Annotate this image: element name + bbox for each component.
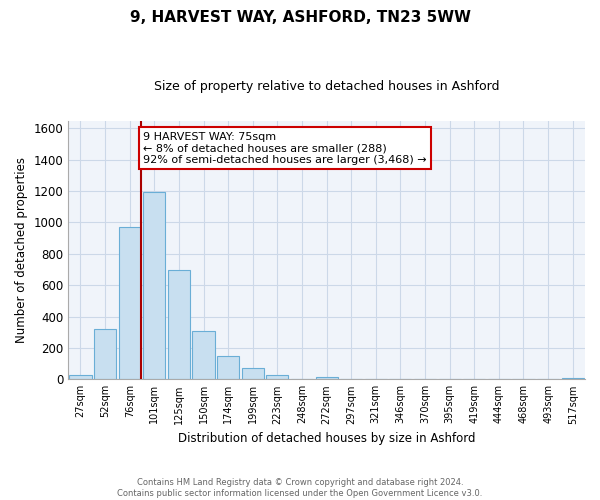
Bar bbox=[316, 377, 338, 380]
Title: Size of property relative to detached houses in Ashford: Size of property relative to detached ho… bbox=[154, 80, 499, 93]
Text: Contains HM Land Registry data © Crown copyright and database right 2024.
Contai: Contains HM Land Registry data © Crown c… bbox=[118, 478, 482, 498]
Bar bbox=[143, 192, 166, 380]
Bar bbox=[193, 330, 215, 380]
Text: 9, HARVEST WAY, ASHFORD, TN23 5WW: 9, HARVEST WAY, ASHFORD, TN23 5WW bbox=[130, 10, 470, 25]
Bar bbox=[242, 368, 264, 380]
Bar bbox=[217, 356, 239, 380]
X-axis label: Distribution of detached houses by size in Ashford: Distribution of detached houses by size … bbox=[178, 432, 475, 445]
Bar bbox=[94, 329, 116, 380]
Bar bbox=[562, 378, 584, 380]
Bar bbox=[291, 378, 313, 380]
Bar bbox=[168, 270, 190, 380]
Bar bbox=[119, 227, 141, 380]
Text: 9 HARVEST WAY: 75sqm
← 8% of detached houses are smaller (288)
92% of semi-detac: 9 HARVEST WAY: 75sqm ← 8% of detached ho… bbox=[143, 132, 427, 164]
Bar bbox=[266, 374, 289, 380]
Y-axis label: Number of detached properties: Number of detached properties bbox=[15, 157, 28, 343]
Bar bbox=[70, 376, 92, 380]
